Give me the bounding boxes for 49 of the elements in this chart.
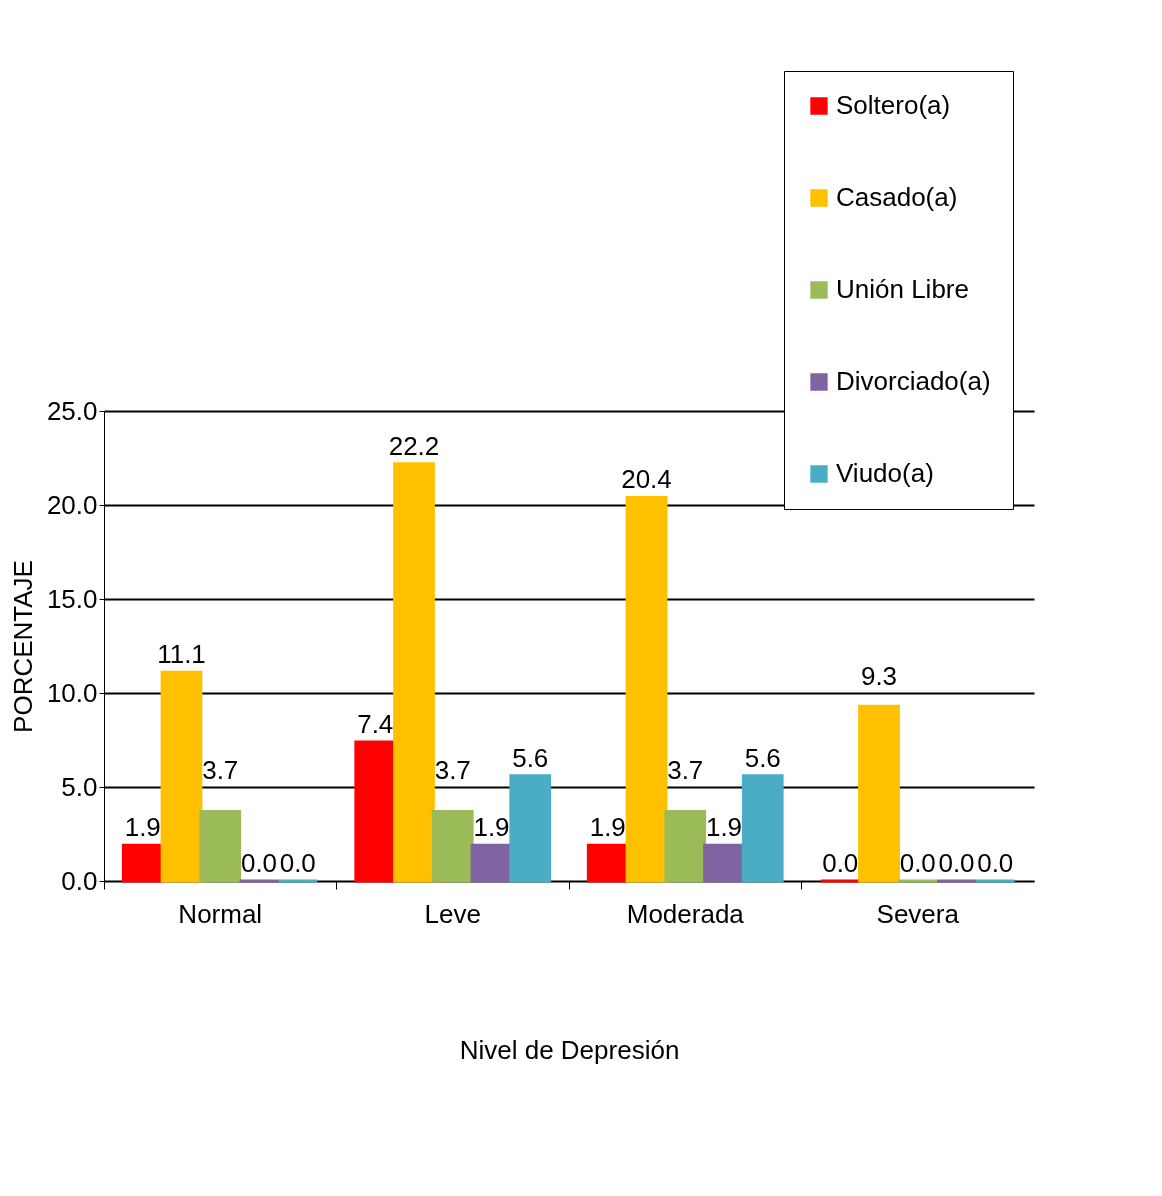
data-label: 0.0	[938, 848, 975, 878]
bar	[121, 843, 164, 883]
data-label: 11.1	[157, 639, 206, 670]
legend-label: Unión Libre	[836, 274, 969, 304]
bar	[160, 670, 203, 883]
legend-label: Casado(a)	[836, 182, 958, 212]
data-label: 3.7	[202, 755, 239, 786]
y-tick-label: 20.0	[46, 489, 98, 520]
data-label: 20.4	[621, 464, 672, 495]
data-label: 0.0	[977, 848, 1014, 878]
y-tick-label: 5.0	[61, 771, 98, 802]
data-label: 9.3	[860, 661, 898, 692]
bar	[741, 774, 784, 883]
x-tick-label: Severa	[876, 898, 960, 929]
bar	[199, 809, 242, 883]
data-label: 3.7	[667, 755, 704, 786]
legend-label: Divorciado(a)	[836, 366, 991, 396]
data-label: 7.4	[357, 708, 394, 739]
bar	[431, 809, 474, 883]
bar	[509, 774, 552, 883]
x-axis-title: Nivel de Depresión	[459, 1034, 680, 1065]
data-label: 5.6	[744, 742, 781, 773]
bar	[393, 462, 435, 883]
legend-label: Soltero(a)	[836, 90, 951, 120]
y-tick-label: 0.0	[61, 865, 98, 896]
data-label: 5.6	[512, 742, 549, 773]
bar	[858, 704, 900, 883]
legend-label: Viudo(a)	[836, 458, 934, 488]
y-axis-title: PORCENTAJE	[7, 560, 38, 733]
bar	[625, 495, 668, 883]
y-tick-label: 25.0	[46, 395, 98, 426]
data-label: 1.9	[589, 812, 626, 843]
data-label: 1.9	[124, 812, 161, 843]
y-tick-label: 10.0	[46, 677, 98, 708]
data-label: 1.9	[705, 812, 743, 843]
x-tick-label: Moderada	[626, 898, 745, 929]
bar	[703, 843, 745, 883]
x-tick-label: Normal	[178, 898, 263, 929]
x-tick-label: Leve	[424, 898, 481, 929]
data-label: 0.0	[279, 848, 316, 878]
y-tick-label: 15.0	[46, 583, 98, 614]
bar	[586, 843, 629, 883]
data-label: 0.0	[899, 848, 936, 878]
data-label: 0.0	[822, 848, 859, 878]
data-label: 3.7	[434, 755, 471, 786]
data-label: 1.9	[473, 812, 510, 843]
bar	[664, 809, 707, 883]
data-label: 0.0	[240, 848, 278, 878]
data-label: 22.2	[388, 430, 440, 461]
